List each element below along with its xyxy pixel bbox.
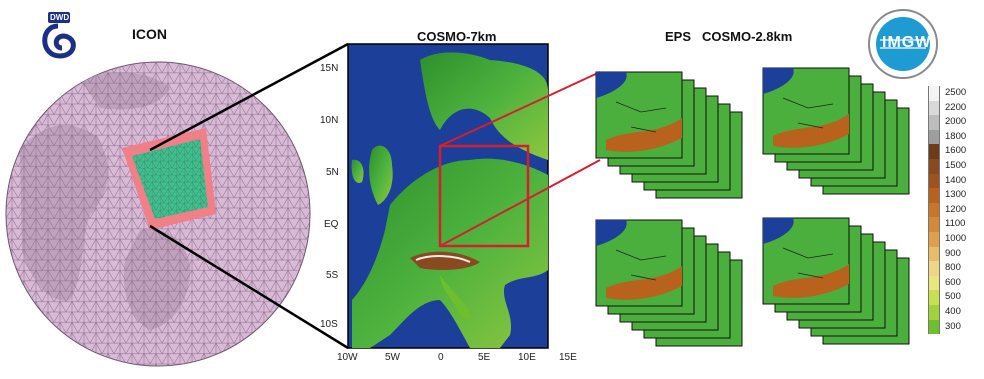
cosmo7-map — [347, 43, 549, 349]
colorbar-label: 600 — [945, 276, 961, 288]
eps-member-map — [595, 219, 683, 307]
colorbar-swatch — [928, 86, 940, 101]
map-xtick: 15E — [559, 352, 577, 363]
colorbar-label: 300 — [945, 320, 961, 332]
map-ytick: 10N — [320, 115, 339, 126]
colorbar-label: 500 — [945, 291, 961, 303]
cosmo7-title: COSMO-7km — [417, 29, 497, 44]
colorbar-swatch — [928, 290, 940, 305]
colorbar-label: 2000 — [945, 116, 967, 128]
colorbar-swatch — [928, 246, 940, 262]
colorbar-swatch — [928, 305, 940, 320]
colorbar-swatch — [928, 319, 940, 335]
map-xtick: 10W — [337, 352, 358, 363]
colorbar-label: 800 — [945, 262, 961, 274]
colorbar-label: 1600 — [945, 145, 967, 157]
eps-stack — [595, 219, 743, 347]
map-xtick: 10E — [518, 352, 536, 363]
eps-member-map — [762, 217, 850, 305]
map-xtick: 0 — [438, 352, 444, 363]
zoom-line-bottom — [149, 224, 349, 350]
colorbar-swatch — [928, 217, 940, 232]
colorbar-swatch — [928, 115, 940, 130]
colorbar-label: 1500 — [945, 160, 967, 171]
colorbar-label: 2500 — [945, 87, 967, 98]
colorbar-label: 1200 — [945, 203, 967, 215]
colorbar-label: 900 — [945, 247, 961, 259]
dwd-logo — [42, 12, 76, 59]
eps-stack — [762, 67, 910, 195]
colorbar-label: 1100 — [945, 218, 966, 230]
eps-member-map — [595, 71, 683, 159]
imgw-logo — [868, 9, 938, 79]
colorbar-label: 1300 — [945, 189, 967, 201]
imgw-logo-text: IMGW — [882, 34, 932, 51]
map-land-scandinavia — [420, 52, 548, 160]
map-land-ireland — [351, 159, 364, 184]
colorbar-swatch — [928, 173, 940, 189]
colorbar-label: 2200 — [945, 101, 967, 113]
dwd-logo-text: DWD — [50, 13, 70, 22]
colorbar-swatch — [928, 275, 940, 291]
colorbar-label: 400 — [945, 306, 961, 317]
map-xtick: 5E — [478, 352, 491, 363]
cosmo28-title: COSMO-2.8km — [702, 29, 793, 44]
colorbar-swatch — [928, 261, 940, 276]
map-ytick: 15N — [320, 63, 339, 74]
colorbar-swatch — [928, 144, 940, 159]
icon-globe — [5, 61, 311, 367]
colorbar-label: 1000 — [945, 233, 967, 244]
map-ytick: 5S — [326, 270, 339, 281]
colorbar-label: 1800 — [945, 130, 967, 142]
colorbar-label: 1400 — [945, 174, 967, 186]
eps-ensemble-stacks — [595, 67, 910, 347]
map-ytick: 10S — [320, 319, 338, 330]
eps-title: EPS — [665, 29, 692, 44]
colorbar-swatch — [928, 159, 940, 174]
colorbar-swatch — [928, 100, 940, 116]
map-xtick: 5W — [385, 352, 400, 363]
colorbar-swatch — [928, 202, 940, 218]
colorbar-swatch — [928, 232, 940, 247]
colorbar-swatch — [928, 129, 940, 145]
colorbar-swatch — [928, 188, 940, 203]
eps-nest-box — [438, 144, 530, 248]
map-ytick: 5N — [326, 167, 339, 178]
map-italy — [440, 275, 472, 320]
eps-stack — [595, 71, 743, 199]
icon-title: ICON — [132, 26, 167, 42]
map-land-britain — [369, 145, 393, 205]
eps-stack — [762, 217, 910, 345]
eps-member-map — [762, 67, 850, 155]
zoom-line-top — [149, 42, 349, 152]
map-ytick: EQ — [324, 219, 339, 230]
